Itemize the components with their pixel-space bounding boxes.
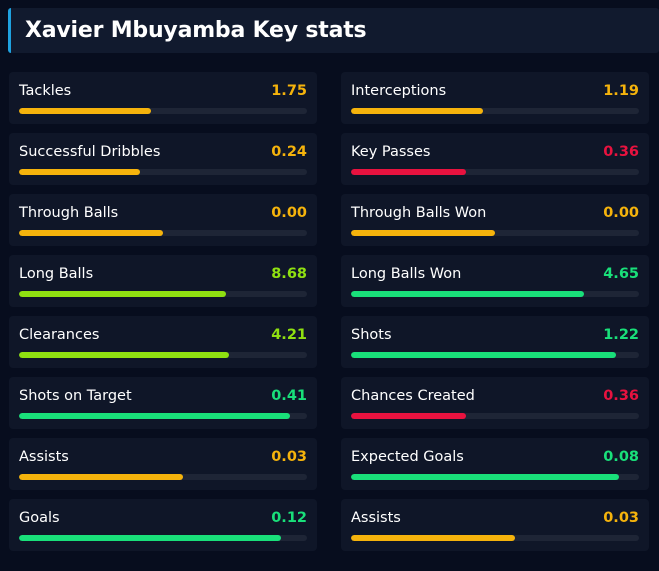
stat-label: Interceptions [351, 83, 447, 99]
stat-bar-track [19, 535, 307, 541]
stat-bar-fill [19, 413, 290, 419]
stat-bar-track [19, 230, 307, 236]
stat-value: 0.00 [603, 205, 639, 221]
stat-card: Assists 0.03 [341, 499, 649, 551]
stat-card: Clearances 4.21 [9, 316, 317, 368]
stat-value: 0.36 [603, 144, 639, 160]
stat-label: Shots [351, 327, 392, 343]
stat-bar-track [351, 230, 639, 236]
stat-value: 1.22 [603, 327, 639, 343]
stat-value: 1.19 [603, 83, 639, 99]
stat-bar-track [351, 535, 639, 541]
stat-label: Tackles [19, 83, 72, 99]
stat-bar-fill [19, 169, 140, 175]
stat-card: Through Balls Won 0.00 [341, 194, 649, 246]
stat-card: Long Balls Won 4.65 [341, 255, 649, 307]
stat-value: 4.65 [603, 266, 639, 282]
stat-bar-fill [351, 535, 516, 541]
stat-label: Key Passes [351, 144, 431, 160]
stat-label: Through Balls [19, 205, 119, 221]
stat-bar-track [19, 474, 307, 480]
page-header: Xavier Mbuyamba Key stats [8, 8, 659, 53]
stat-card: Key Passes 0.36 [341, 133, 649, 185]
stat-bar-fill [19, 108, 152, 114]
stat-bar-track [351, 169, 639, 175]
stat-bar-track [19, 169, 307, 175]
stat-bar-track [351, 291, 639, 297]
stat-label: Assists [351, 510, 401, 526]
stat-bar-track [351, 413, 639, 419]
stat-card: Successful Dribbles 0.24 [9, 133, 317, 185]
stat-label: Clearances [19, 327, 100, 343]
stat-card: Shots on Target 0.41 [9, 377, 317, 429]
page-title: Xavier Mbuyamba Key stats [25, 18, 367, 43]
stat-card: Goals 0.12 [9, 499, 317, 551]
stat-bar-fill [19, 291, 227, 297]
stat-bar-track [19, 413, 307, 419]
stat-value: 0.41 [271, 388, 307, 404]
stat-value: 0.00 [271, 205, 307, 221]
stat-bar-fill [19, 474, 184, 480]
stat-bar-fill [19, 352, 230, 358]
stat-card: Chances Created 0.36 [341, 377, 649, 429]
stat-value: 0.03 [603, 510, 639, 526]
stat-card: Assists 0.03 [9, 438, 317, 490]
stat-bar-track [351, 108, 639, 114]
stat-label: Chances Created [351, 388, 475, 404]
stat-value: 0.36 [603, 388, 639, 404]
stat-label: Successful Dribbles [19, 144, 161, 160]
stat-value: 0.08 [603, 449, 639, 465]
stat-bar-fill [19, 230, 163, 236]
stat-card: Expected Goals 0.08 [341, 438, 649, 490]
stat-bar-fill [351, 108, 484, 114]
stat-bar-fill [351, 474, 619, 480]
stat-value: 0.03 [271, 449, 307, 465]
stat-value: 4.21 [271, 327, 307, 343]
stat-label: Assists [19, 449, 69, 465]
stat-label: Shots on Target [19, 388, 132, 404]
stat-value: 0.12 [271, 510, 307, 526]
stats-grid: Tackles 1.75 Interceptions 1.19 Successf… [9, 72, 659, 551]
stat-bar-track [351, 352, 639, 358]
stat-value: 1.75 [271, 83, 307, 99]
stat-bar-track [19, 108, 307, 114]
stat-bar-fill [351, 230, 495, 236]
stat-bar-fill [351, 413, 467, 419]
stat-bar-track [19, 291, 307, 297]
stat-value: 0.24 [271, 144, 307, 160]
stat-card: Through Balls 0.00 [9, 194, 317, 246]
stat-card: Interceptions 1.19 [341, 72, 649, 124]
stat-card: Tackles 1.75 [9, 72, 317, 124]
stat-bar-fill [351, 352, 616, 358]
stat-value: 8.68 [271, 266, 307, 282]
stat-bar-fill [19, 535, 282, 541]
stat-card: Shots 1.22 [341, 316, 649, 368]
stat-bar-fill [351, 169, 467, 175]
stat-label: Goals [19, 510, 60, 526]
stat-label: Expected Goals [351, 449, 464, 465]
stat-label: Long Balls Won [351, 266, 462, 282]
stat-label: Through Balls Won [351, 205, 487, 221]
stat-bar-track [351, 474, 639, 480]
stat-bar-fill [351, 291, 585, 297]
stat-label: Long Balls [19, 266, 94, 282]
stat-card: Long Balls 8.68 [9, 255, 317, 307]
stat-bar-track [19, 352, 307, 358]
